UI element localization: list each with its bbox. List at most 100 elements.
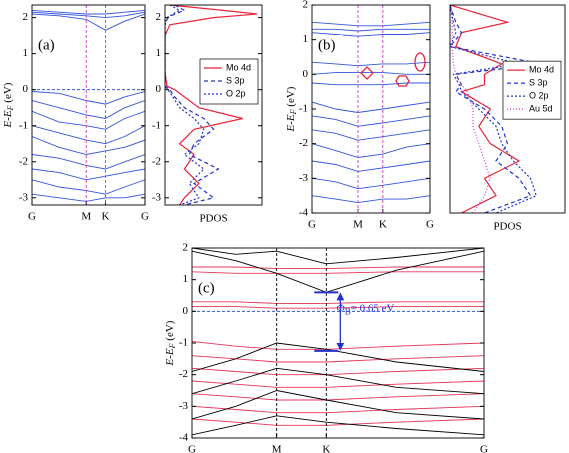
- legend-label: O 2p: [226, 88, 246, 98]
- band-panel: G M K G E-EF (eV) (c) ΦB= 0.65 eV 2 1 0 -1 -2 -3 -4: [164, 242, 488, 453]
- band-line: [312, 177, 430, 190]
- panel-label: (a): [38, 37, 55, 53]
- y-label-sub: F: [168, 343, 177, 349]
- y-tick-label: -4: [179, 432, 189, 444]
- band-line: [192, 415, 484, 436]
- gap-symbol: Φ: [336, 302, 345, 314]
- band-line: [312, 115, 430, 127]
- plot-frame: [191, 247, 485, 439]
- x-tick-label: G: [480, 444, 488, 453]
- band-line: [192, 390, 484, 420]
- y-tick-label: -2: [152, 155, 161, 167]
- plot-area: [192, 248, 484, 436]
- band-line: [312, 61, 430, 67]
- band-line: [312, 82, 430, 86]
- x-tick-label: K: [322, 444, 330, 453]
- y-label-unit: (eV): [164, 320, 176, 343]
- y-tick-label: 2: [183, 242, 189, 254]
- band-line: [32, 11, 145, 19]
- plot-frame: [449, 4, 566, 214]
- band-line: [192, 405, 484, 414]
- plot-area: [312, 21, 430, 204]
- plot-frame: [31, 4, 146, 206]
- x-tick-label: K: [101, 211, 109, 223]
- plot-area: [450, 5, 543, 213]
- y-tick-label: -4: [299, 207, 309, 219]
- highlight-marks: [360, 52, 426, 87]
- y-label-main: E-E: [285, 114, 297, 132]
- x-tick-label: G: [141, 211, 149, 223]
- x-tick-label: M: [272, 444, 282, 453]
- band-line: [192, 301, 484, 304]
- band-line: [312, 160, 430, 172]
- x-tick-label: G: [426, 219, 434, 231]
- y-tick-label: -3: [179, 400, 189, 412]
- legend-label: Mo 4d: [226, 62, 251, 72]
- band-panel: G M K G E-EF (eV) (a) 2 1 0 -1 -2 -3: [2, 4, 149, 223]
- pdos-line: [165, 5, 205, 205]
- band-line: [32, 136, 145, 155]
- panel-label-bg: [35, 35, 63, 55]
- pdos-line: [450, 5, 491, 213]
- y-label-unit: (eV): [285, 86, 297, 109]
- hexagon-highlight: [395, 75, 410, 87]
- band-line: [192, 340, 484, 350]
- band-line: [32, 91, 145, 105]
- y-label-unit: (eV): [2, 82, 14, 105]
- pdos-line: [450, 5, 538, 213]
- band-line: [192, 248, 484, 265]
- y-tick-label: -3: [152, 191, 162, 203]
- legend-box: [502, 60, 562, 120]
- x-tick-label: M: [353, 219, 363, 231]
- y-tick-label: -3: [299, 172, 309, 184]
- y-tick-label: 2: [156, 11, 162, 23]
- y-axis-label: E-EF (eV): [2, 82, 15, 128]
- pdos-line: [450, 5, 543, 213]
- band-line: [192, 355, 484, 363]
- band-line: [32, 13, 145, 31]
- band-line: [312, 21, 430, 27]
- band-line: [32, 110, 145, 130]
- plot-frame: [164, 4, 263, 206]
- band-line: [312, 195, 430, 204]
- ellipse-highlight: [414, 52, 426, 72]
- band-line: [312, 143, 430, 158]
- plot-frame: [311, 4, 431, 214]
- band-line: [312, 28, 430, 32]
- band-line: [192, 271, 484, 274]
- y-label-sub: F: [6, 105, 15, 111]
- band-line: [32, 100, 145, 119]
- y-tick-label: -2: [299, 137, 308, 149]
- band-line: [192, 380, 484, 388]
- pdos-panel: PDOS Mo 4d S 3p O 2p 2 1 0 -1 -2 -3: [152, 4, 263, 225]
- y-tick-label: -3: [19, 191, 29, 203]
- band-line: [32, 168, 145, 181]
- x-axis-label: PDOS: [493, 221, 521, 233]
- y-tick-label: 2: [23, 11, 29, 23]
- y-tick-label: 1: [183, 273, 189, 285]
- legend: Mo 4d S 3p O 2p Au 5d: [502, 60, 562, 120]
- y-tick-label: 1: [23, 47, 29, 59]
- y-tick-label: 2: [303, 0, 309, 11]
- pdos-line: [165, 5, 220, 205]
- band-line: [192, 418, 484, 426]
- y-tick-label: -1: [179, 337, 188, 349]
- band-line: [192, 367, 484, 376]
- legend-label: S 3p: [226, 75, 245, 85]
- band-line: [192, 367, 484, 395]
- panel-label-bg: [195, 278, 223, 298]
- y-tick-label: 0: [303, 68, 309, 80]
- pdos-line: [165, 5, 258, 205]
- legend-box: [199, 58, 259, 105]
- y-axis-label: E-EF (eV): [164, 320, 177, 366]
- band-line: [312, 129, 430, 141]
- band-line: [192, 342, 484, 372]
- legend-label: Mo 4d: [529, 65, 554, 75]
- band-line: [192, 266, 484, 270]
- band-line: [192, 250, 484, 293]
- band-line: [32, 154, 145, 170]
- y-tick-label: -1: [152, 119, 161, 131]
- x-tick-label: G: [308, 219, 316, 231]
- y-axis-label: E-EF (eV): [285, 86, 298, 132]
- y-tick-label: 0: [156, 83, 162, 95]
